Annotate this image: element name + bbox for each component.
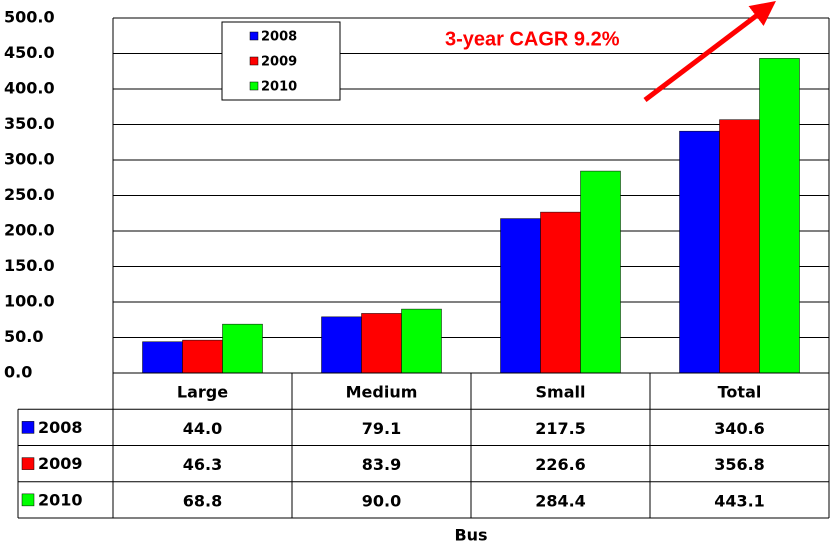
- x-tick-label: Large: [177, 383, 228, 402]
- series-label: 2009: [38, 454, 83, 473]
- legend-swatch: [21, 493, 35, 507]
- legend-label: 2008: [261, 30, 297, 45]
- arrow: [643, 0, 776, 102]
- y-tick-label: 350.0: [4, 114, 55, 133]
- bar: [142, 341, 183, 374]
- bar: [361, 313, 402, 374]
- legend: 2008 2009 2010: [221, 21, 341, 101]
- y-tick-label: 400.0: [4, 79, 55, 98]
- bar: [540, 211, 581, 374]
- y-tick-label: 300.0: [4, 150, 55, 169]
- annotation: 3-year CAGR 9.2%: [445, 28, 620, 50]
- x-tick-label: Medium: [346, 383, 418, 402]
- y-tick-label: 100.0: [4, 292, 55, 311]
- bar: [759, 58, 800, 374]
- bar: [500, 218, 541, 374]
- table-value: 226.6: [535, 455, 586, 474]
- y-tick-label: 150.0: [4, 256, 55, 275]
- table-value: 44.0: [183, 419, 222, 438]
- legend-swatch: [249, 31, 259, 41]
- legend-swatch: [21, 421, 35, 434]
- table-value: 340.6: [714, 419, 765, 438]
- bar: [182, 339, 223, 374]
- table-value: 284.4: [535, 491, 586, 510]
- table-value: 79.1: [362, 419, 401, 438]
- bar: [321, 316, 362, 374]
- legend-swatch: [249, 56, 259, 66]
- bar: [580, 170, 621, 374]
- series-label: 2008: [38, 418, 83, 437]
- table-value: 83.9: [362, 455, 401, 474]
- y-tick-label: 50.0: [4, 327, 43, 346]
- legend-swatch: [21, 457, 35, 470]
- bars: [142, 58, 800, 374]
- legend-label: 2010: [261, 80, 297, 95]
- legend-swatch: [249, 81, 259, 91]
- table-value: 443.1: [714, 491, 765, 510]
- series-label: 2010: [38, 490, 83, 509]
- table-value: 356.8: [714, 455, 765, 474]
- y-tick-label: 250.0: [4, 185, 55, 204]
- bar: [401, 308, 442, 374]
- y-tick-label: 450.0: [4, 43, 55, 62]
- y-tick-label: 0.0: [4, 363, 32, 382]
- bar: [222, 323, 263, 374]
- data-table: Large 44.0 46.3 68.8 Medium 79.1 83.9 90.0 Small…: [17, 372, 830, 519]
- y-tick-label: 500.0: [4, 8, 55, 27]
- x-tick-label: Total: [718, 383, 762, 402]
- table-value: 68.8: [183, 491, 222, 510]
- x-tick-label: Small: [536, 383, 586, 402]
- bar: [719, 119, 760, 374]
- table-value: 217.5: [535, 419, 586, 438]
- legend-box: [221, 21, 341, 101]
- legend-label: 2009: [261, 55, 297, 70]
- table-value: 46.3: [183, 455, 222, 474]
- bar: [679, 130, 720, 374]
- x-axis-label: Bus: [454, 526, 487, 545]
- table-value: 90.0: [362, 491, 401, 510]
- y-tick-label: 200.0: [4, 221, 55, 240]
